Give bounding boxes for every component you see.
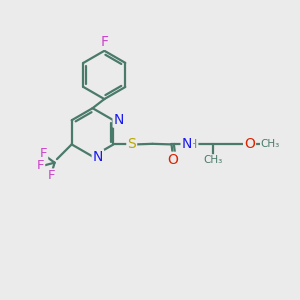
Text: F: F <box>37 159 44 172</box>
Text: H: H <box>188 138 197 151</box>
Text: CH₃: CH₃ <box>260 140 280 149</box>
Text: O: O <box>244 137 255 152</box>
Text: F: F <box>40 147 47 160</box>
Text: N: N <box>93 150 103 164</box>
Text: N: N <box>114 113 124 127</box>
Text: S: S <box>128 137 136 152</box>
Text: F: F <box>100 35 108 49</box>
Text: O: O <box>167 153 178 167</box>
Text: F: F <box>48 169 56 182</box>
Text: N: N <box>182 137 192 152</box>
Text: CH₃: CH₃ <box>203 155 222 165</box>
